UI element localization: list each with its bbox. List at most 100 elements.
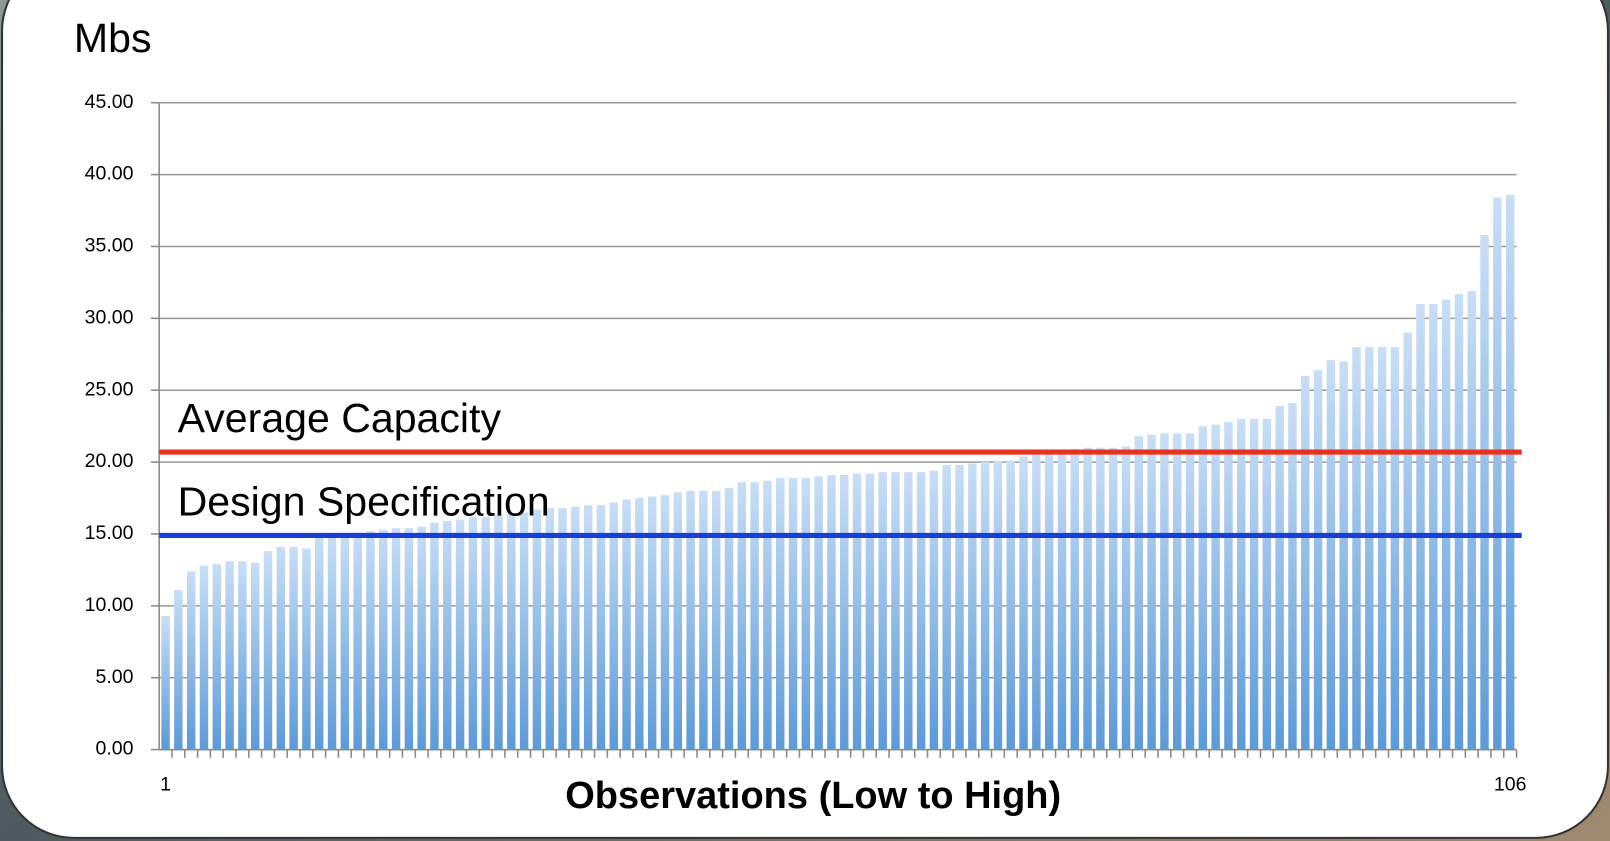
bar [443, 521, 451, 750]
bar [558, 508, 566, 750]
bar [225, 561, 233, 749]
bar [1429, 304, 1437, 750]
bar [1339, 361, 1347, 749]
bar [1378, 347, 1386, 750]
bar [712, 491, 720, 750]
bar [341, 534, 349, 750]
bar [200, 566, 208, 750]
y-axis-label: Mbs [74, 15, 152, 61]
bar [1275, 406, 1283, 750]
bar [289, 547, 297, 750]
bar [1301, 376, 1309, 750]
bar [955, 465, 963, 750]
bar [1416, 304, 1424, 750]
bar [1199, 426, 1207, 749]
bar [238, 561, 246, 749]
bar [494, 515, 502, 749]
bar [878, 472, 886, 749]
bar [251, 563, 259, 750]
bar [1083, 448, 1091, 750]
bar [481, 517, 489, 750]
bar [1263, 419, 1271, 750]
bar [328, 535, 336, 749]
bar [1352, 347, 1360, 750]
bar [1007, 461, 1015, 750]
bar [1250, 419, 1258, 750]
bar [763, 481, 771, 750]
y-tick-label: 0.00 [96, 738, 134, 760]
bar [789, 478, 797, 750]
bar [507, 514, 515, 750]
y-tick-label: 15.00 [85, 522, 134, 544]
bar [1442, 300, 1450, 750]
bar [917, 472, 925, 749]
bar [174, 590, 182, 750]
bar [571, 507, 579, 750]
bar [1135, 436, 1143, 749]
bar [1186, 433, 1194, 749]
bar [520, 512, 528, 749]
reference-label: Average Capacity [178, 395, 502, 441]
bar [1237, 419, 1245, 750]
bar [738, 482, 746, 749]
x-tick-label: 106 [1494, 774, 1527, 796]
bar [161, 616, 169, 750]
x-axis-label: Observations (Low to High) [565, 775, 1061, 817]
bar [1211, 425, 1219, 750]
bar [699, 491, 707, 750]
y-tick-label: 25.00 [85, 378, 134, 400]
bar [1019, 456, 1027, 749]
bar [1147, 435, 1155, 750]
bar [1058, 451, 1066, 750]
bar [417, 527, 425, 750]
bar [1455, 294, 1463, 750]
bar [546, 508, 554, 750]
bar [392, 528, 400, 749]
y-tick-label: 5.00 [96, 666, 134, 688]
bar [725, 488, 733, 750]
bar [456, 520, 464, 750]
bar [1173, 433, 1181, 749]
bar [315, 537, 323, 750]
bar [353, 533, 361, 750]
bar [674, 492, 682, 749]
y-tick-label: 20.00 [85, 450, 134, 472]
bar [1493, 198, 1501, 750]
y-tick-label: 45.00 [85, 91, 134, 113]
bar [1288, 403, 1296, 749]
bar [302, 548, 310, 749]
page: {"chart_data": { "type": "bar", "y_label… [0, 0, 1610, 841]
bar [1365, 347, 1373, 750]
y-tick-label: 40.00 [85, 163, 134, 185]
chart: Mbs Observations (Low to High) 0.00 5.00 1… [0, 0, 1610, 841]
bar [430, 522, 438, 749]
bar [405, 528, 413, 749]
bar [1327, 360, 1335, 750]
bar [187, 571, 195, 749]
bar [686, 491, 694, 750]
bar [366, 531, 374, 750]
bar [213, 564, 221, 749]
bar [1071, 449, 1079, 749]
bar [981, 462, 989, 750]
bar [1045, 453, 1053, 749]
bar [1506, 195, 1514, 750]
bar [1480, 235, 1488, 750]
bar [1122, 446, 1130, 749]
y-tick-label: 35.00 [85, 235, 134, 257]
bar [994, 461, 1002, 750]
bar [277, 547, 285, 750]
bar [968, 464, 976, 750]
x-tick-label: 1 [160, 774, 171, 796]
bar [469, 517, 477, 750]
bar [930, 471, 938, 750]
bar [1096, 448, 1104, 750]
bar [1468, 291, 1476, 750]
bar [750, 482, 758, 749]
reference-label: Design Specification [178, 478, 550, 524]
bar [866, 474, 874, 750]
bar [827, 475, 835, 750]
bar [904, 472, 912, 749]
bar [1403, 333, 1411, 750]
bar [802, 478, 810, 750]
